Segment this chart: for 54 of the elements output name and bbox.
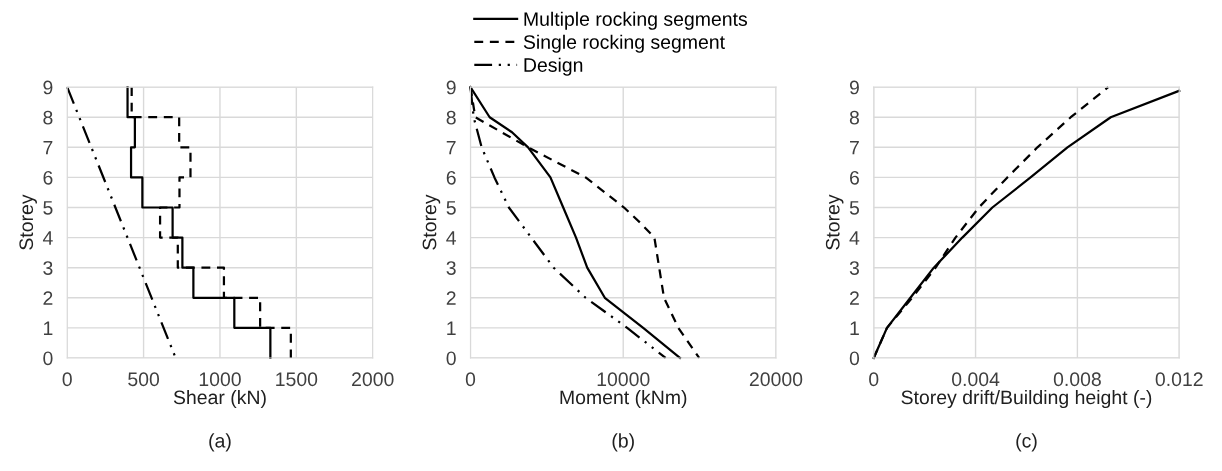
- x-tick-label: 1500: [276, 372, 318, 387]
- y-tick-label: 4: [42, 231, 53, 245]
- y-tick-label: 1: [850, 321, 859, 335]
- x-axis-title: Shear (kN): [173, 389, 266, 409]
- y-axis-title: Storey: [422, 194, 441, 250]
- y-tick-label: 9: [43, 80, 53, 95]
- y-tick-label: 1: [447, 321, 456, 335]
- y-tick-label: 7: [43, 140, 53, 155]
- y-tick-label: 3: [849, 261, 859, 275]
- text: (a): [209, 433, 231, 452]
- y-tick-label: 5: [446, 201, 456, 215]
- y-tick-label: 3: [446, 261, 456, 275]
- text: (b): [612, 433, 634, 452]
- y-tick-label: 6: [850, 170, 859, 185]
- y-tick-label: 8: [43, 110, 53, 125]
- y-tick-label: 5: [43, 201, 53, 215]
- y-tick-label: 4: [849, 231, 860, 245]
- x-tick-label: 0: [465, 372, 476, 387]
- legend-label: Single rocking segment: [523, 34, 725, 53]
- y-tick-label: 0: [849, 351, 860, 366]
- x-tick-label: 10000: [597, 372, 650, 387]
- y-tick-label: 2: [43, 291, 53, 305]
- x-tick-label: 20000: [749, 372, 803, 387]
- text: (c): [1016, 433, 1037, 452]
- y-tick-label: 3: [43, 261, 53, 275]
- y-tick-label: 4: [446, 231, 457, 245]
- x-tick-label: 0.008: [1053, 372, 1101, 387]
- x-tick-label: 500: [128, 372, 160, 387]
- y-tick-label: 9: [849, 80, 859, 95]
- y-tick-label: 7: [850, 140, 859, 155]
- y-tick-label: 5: [849, 201, 860, 215]
- y-tick-label: 7: [446, 140, 456, 155]
- y-axis-title: Storey: [19, 194, 37, 250]
- x-tick-label: 0: [869, 372, 879, 387]
- x-tick-label: 0.004: [952, 372, 1000, 387]
- y-tick-label: 6: [43, 170, 53, 185]
- y-tick-label: 6: [446, 170, 456, 185]
- x-axis-title: Storey drift/Building height (-): [901, 389, 1152, 409]
- y-tick-label: 8: [446, 110, 456, 125]
- x-axis-title: Moment (kNm): [560, 389, 687, 409]
- x-tick-label: 2000: [352, 372, 394, 387]
- legend-label: Multiple rocking segments: [524, 11, 747, 30]
- x-tick-label: 0: [62, 372, 72, 387]
- y-tick-label: 1: [43, 321, 53, 335]
- y-tick-label: 2: [446, 291, 456, 305]
- y-tick-label: 2: [850, 291, 859, 305]
- legend-label: Design: [524, 57, 583, 76]
- y-tick-label: 0: [446, 351, 456, 366]
- y-tick-label: 0: [43, 351, 53, 366]
- x-tick-label: 0.012: [1155, 372, 1203, 387]
- y-axis-title: Storey: [825, 194, 844, 250]
- y-tick-label: 9: [446, 80, 456, 95]
- y-tick-label: 8: [849, 110, 859, 125]
- x-tick-label: 1000: [199, 372, 241, 387]
